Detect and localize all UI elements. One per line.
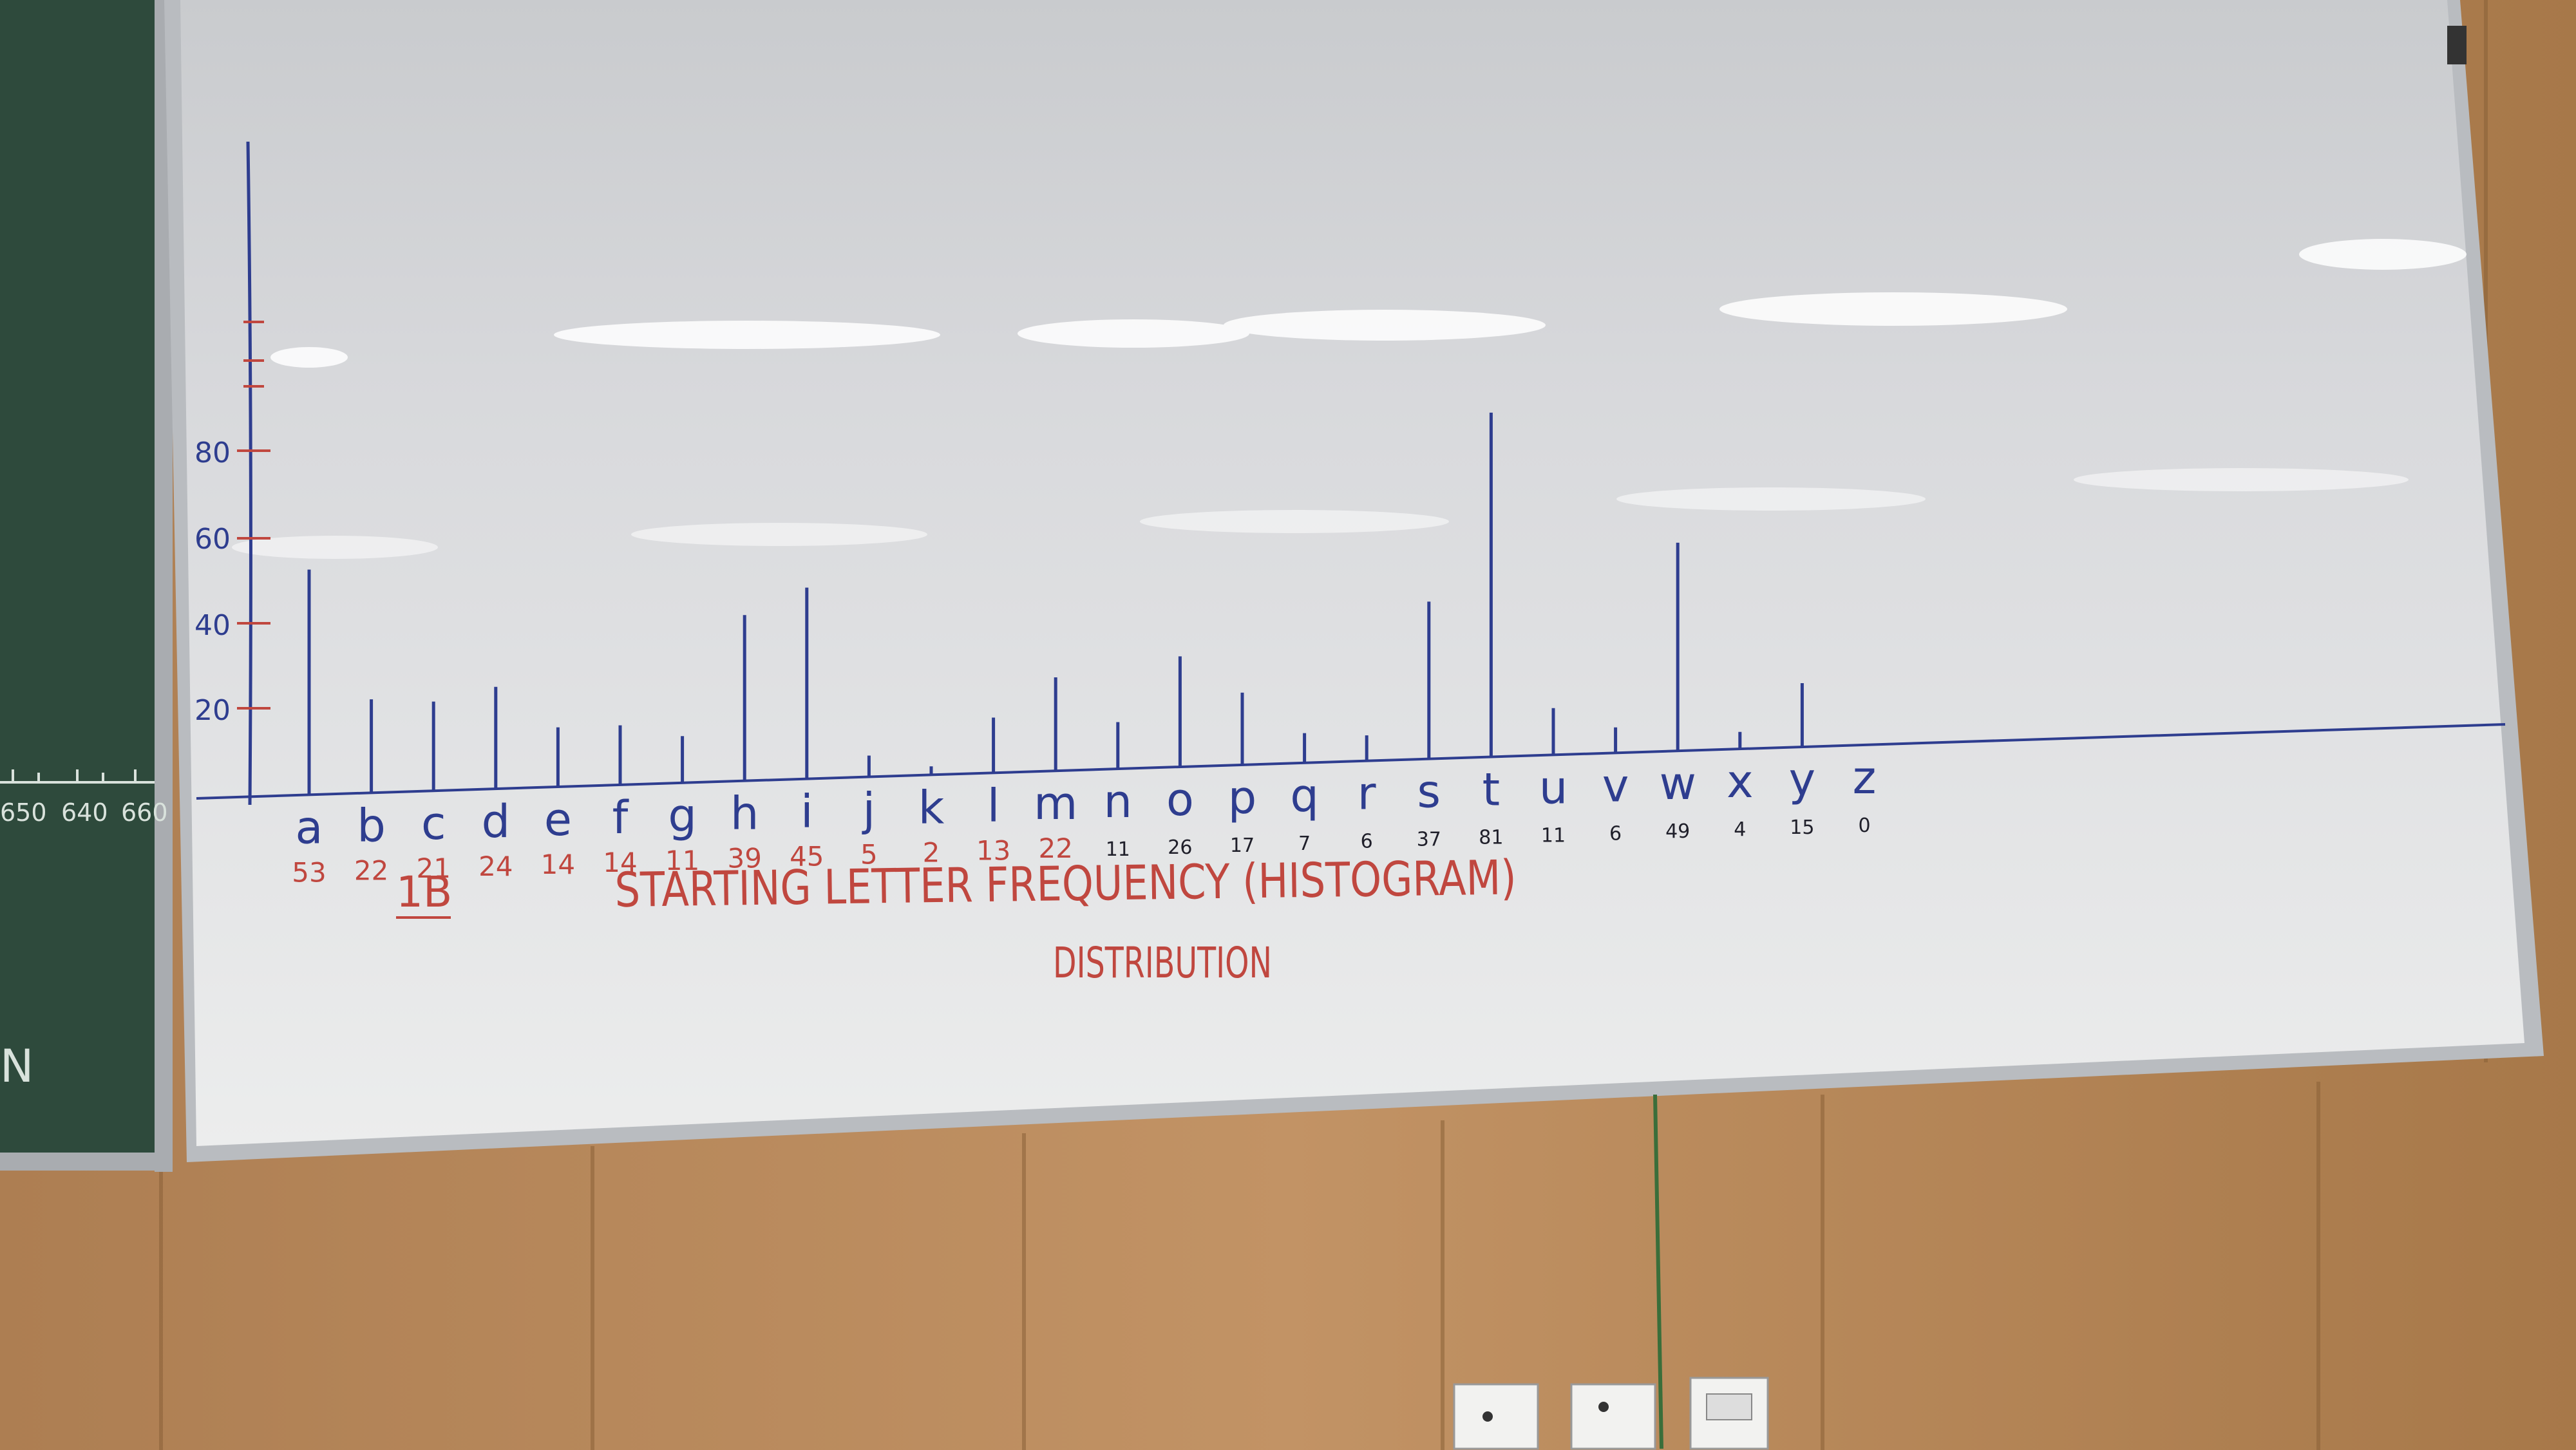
y-tick-20: 20: [194, 694, 231, 727]
letter-label-b: b: [357, 799, 385, 852]
letter-label-t: t: [1482, 764, 1500, 816]
letter-label-n: n: [1104, 775, 1132, 828]
count-label-g: 11: [665, 845, 699, 876]
count-label-u: 11: [1541, 824, 1566, 847]
chalkboard-ruler: [0, 769, 155, 784]
count-label-l: 13: [976, 834, 1010, 866]
light-reflections: [232, 239, 2467, 559]
letter-label-f: f: [612, 791, 629, 844]
histogram-bars: a53b22c21d24e14f14g11h39i45j5k2l13m22n11…: [292, 412, 1877, 888]
letter-label-h: h: [730, 787, 759, 840]
count-label-z: 0: [1858, 814, 1870, 837]
section-label: 1B: [396, 867, 452, 917]
count-label-x: 4: [1734, 818, 1746, 841]
chalkboard: [0, 0, 161, 1165]
count-label-o: 26: [1168, 836, 1192, 859]
chalkboard-edge-text: N: [0, 1040, 33, 1093]
count-label-s: 37: [1417, 829, 1441, 851]
count-label-y: 15: [1790, 816, 1814, 839]
letter-label-l: l: [987, 779, 999, 832]
chalkboard-bottom-frame: [0, 1153, 173, 1171]
socket-2: [1570, 1383, 1656, 1450]
count-label-j: 5: [860, 838, 878, 870]
letter-label-o: o: [1166, 773, 1194, 826]
count-label-q: 7: [1298, 833, 1311, 855]
letter-label-y: y: [1789, 753, 1815, 806]
letter-label-p: p: [1228, 771, 1256, 824]
letter-label-u: u: [1539, 761, 1567, 814]
chart-subtitle: DISTRIBUTION: [1053, 938, 1272, 988]
letter-label-a: a: [296, 801, 323, 854]
letter-label-k: k: [918, 781, 945, 834]
count-label-h: 39: [727, 843, 761, 874]
count-label-t: 81: [1479, 827, 1503, 849]
x-axis: [196, 723, 2506, 800]
count-label-k: 2: [923, 836, 940, 868]
count-label-i: 45: [790, 841, 824, 872]
ruler-label-2: 640: [61, 798, 108, 827]
letter-label-d: d: [482, 795, 510, 848]
count-label-m: 22: [1038, 833, 1072, 864]
y-axis: [237, 141, 270, 805]
letter-label-c: c: [421, 797, 446, 850]
count-label-n: 11: [1106, 838, 1130, 861]
green-cable: [1653, 1094, 1663, 1449]
letter-label-x: x: [1727, 755, 1753, 808]
letter-label-v: v: [1602, 759, 1629, 812]
count-label-a: 53: [292, 856, 326, 888]
letter-label-m: m: [1034, 777, 1077, 830]
count-label-v: 6: [1609, 822, 1622, 845]
count-label-b: 22: [354, 854, 388, 886]
count-label-f: 14: [603, 847, 637, 878]
count-label-w: 49: [1665, 820, 1690, 843]
letter-label-r: r: [1358, 767, 1376, 820]
ruler-label-1: 650: [0, 798, 47, 827]
letter-label-e: e: [544, 793, 572, 846]
count-label-c: 21: [416, 852, 450, 884]
y-tick-80: 80: [194, 437, 231, 469]
count-label-p: 17: [1230, 834, 1255, 857]
count-label-e: 14: [541, 849, 575, 880]
ruler-label-3: 660: [121, 798, 168, 827]
letter-label-z: z: [1853, 751, 1877, 804]
letter-label-j: j: [862, 783, 875, 836]
whiteboard-surface: [180, 0, 2524, 1146]
letter-label-i: i: [800, 786, 813, 838]
count-label-r: 6: [1361, 831, 1373, 853]
count-label-d: 24: [478, 851, 513, 882]
chart-title: STARTING LETTER FREQUENCY (HISTOGRAM): [614, 850, 1517, 918]
y-tick-40: 40: [194, 609, 231, 642]
marker-tray: [2447, 26, 2467, 64]
letter-label-g: g: [668, 789, 696, 842]
letter-label-s: s: [1417, 766, 1441, 818]
letter-label-q: q: [1290, 769, 1318, 822]
socket-1: [1453, 1383, 1539, 1450]
power-sockets: [1453, 1094, 1769, 1450]
y-tick-60: 60: [194, 523, 231, 556]
letter-label-w: w: [1660, 757, 1696, 810]
